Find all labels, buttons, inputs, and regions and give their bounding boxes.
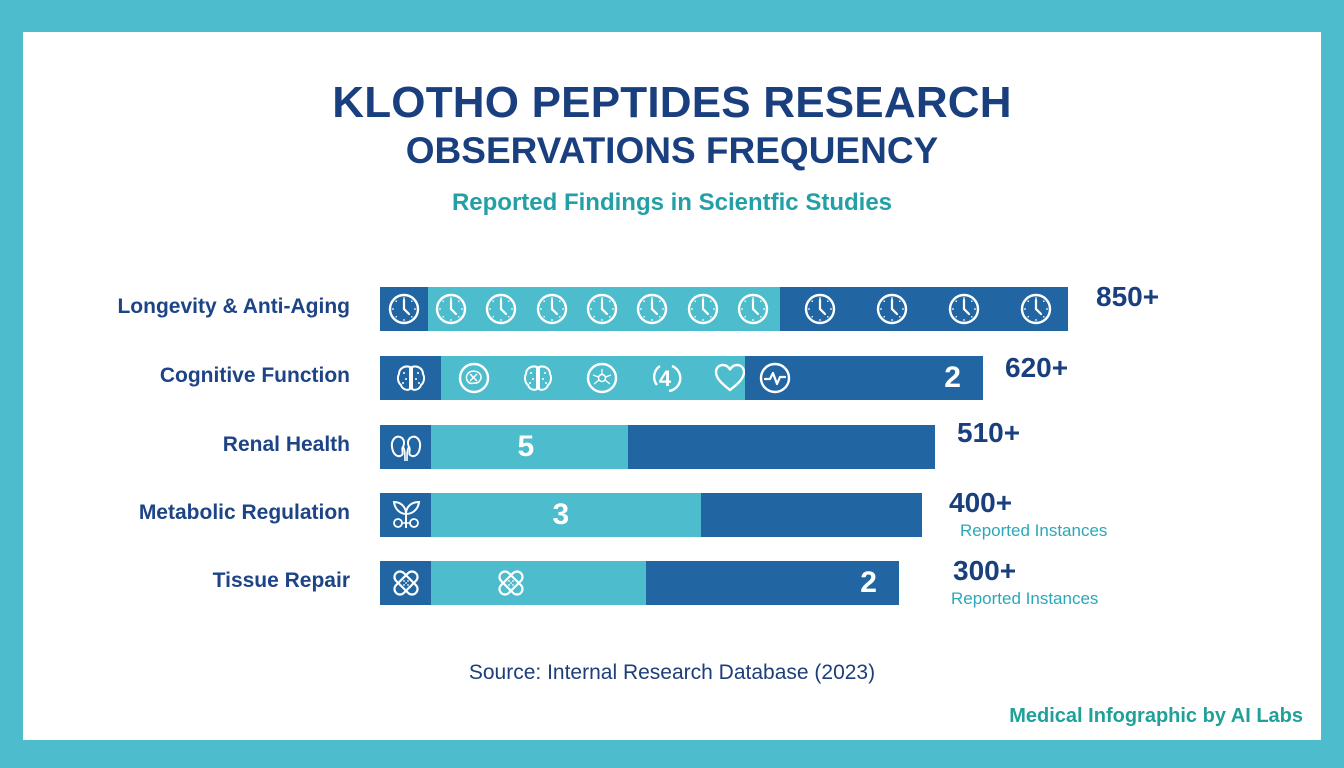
bar-segment-lead — [380, 287, 428, 331]
bar-segment-lead — [380, 356, 441, 400]
segment-count: 5 — [517, 430, 535, 463]
chart-title: KLOTHO PEPTIDES RESEARCH — [332, 78, 1012, 127]
bar-segment-dark — [701, 493, 922, 537]
category-label: Tissue Repair — [212, 569, 350, 592]
clock-icon — [387, 292, 421, 326]
heart-icon — [713, 361, 747, 395]
clock-icon — [875, 292, 909, 326]
segment-count: 2 — [860, 566, 877, 599]
number-4-icon: 4 — [649, 361, 683, 395]
clock-icon — [434, 292, 468, 326]
value-label: 300+ — [953, 555, 1017, 586]
bar-segment-light — [431, 561, 647, 605]
value-label: 850+ — [1096, 281, 1160, 312]
svg-text:4: 4 — [659, 366, 672, 391]
value-label: 400+ — [949, 487, 1013, 518]
value-label: 620+ — [1005, 352, 1069, 383]
category-label: Metabolic Regulation — [138, 501, 350, 524]
brain-icon — [394, 361, 428, 395]
bandage-icon — [494, 566, 528, 600]
source-note: Source: Internal Research Database (2023… — [468, 661, 876, 684]
category-label: Renal Health — [222, 433, 350, 456]
bar: 3 — [380, 493, 922, 537]
clock-icon — [635, 292, 669, 326]
brain-icon — [521, 361, 555, 395]
category-label: Cognitive Function — [159, 364, 350, 387]
bar-segment-light: 3 — [431, 493, 702, 537]
clock-icon — [1019, 292, 1053, 326]
plant-sprout-icon — [389, 498, 423, 532]
neural-circle-icon — [457, 361, 491, 395]
segment-count: 2 — [944, 361, 961, 394]
value-sublabel: Reported Instances — [951, 589, 1099, 608]
bar: 5 — [380, 425, 935, 469]
credit-note: Medical Infographic by AI Labs — [1009, 705, 1303, 727]
bar — [380, 287, 1068, 331]
clock-icon — [585, 292, 619, 326]
bar-segment-dark — [627, 425, 935, 469]
kidneys-icon — [389, 430, 423, 464]
clock-icon — [803, 292, 837, 326]
bar-segment-light — [428, 287, 780, 331]
value-label: 510+ — [957, 417, 1021, 448]
bar-segment-light: 4 — [441, 356, 747, 400]
clock-icon — [686, 292, 720, 326]
category-label: Longevity & Anti-Aging — [117, 295, 350, 318]
neuron-circle-icon — [585, 361, 619, 395]
segment-count: 3 — [552, 498, 570, 531]
clock-icon — [736, 292, 770, 326]
clock-icon — [947, 292, 981, 326]
bar-segment-lead — [380, 561, 431, 605]
bar-segment-lead — [380, 425, 431, 469]
clock-icon — [484, 292, 518, 326]
pulse-circle-icon — [758, 361, 792, 395]
bandage-icon — [389, 566, 423, 600]
bar-segment-light: 5 — [431, 425, 628, 469]
bar-segment-lead — [380, 493, 431, 537]
bar: 2 — [380, 561, 899, 605]
value-sublabel: Reported Instances — [960, 521, 1108, 540]
chart-title-line-2: OBSERVATIONS FREQUENCY — [405, 130, 939, 171]
chart-subtitle: Reported Findings in Scientfic Studies — [451, 189, 893, 216]
bar-segment-dark: 2 — [744, 356, 983, 400]
bar-segment-dark — [780, 287, 1068, 331]
clock-icon — [535, 292, 569, 326]
bar-segment-dark: 2 — [646, 561, 899, 605]
